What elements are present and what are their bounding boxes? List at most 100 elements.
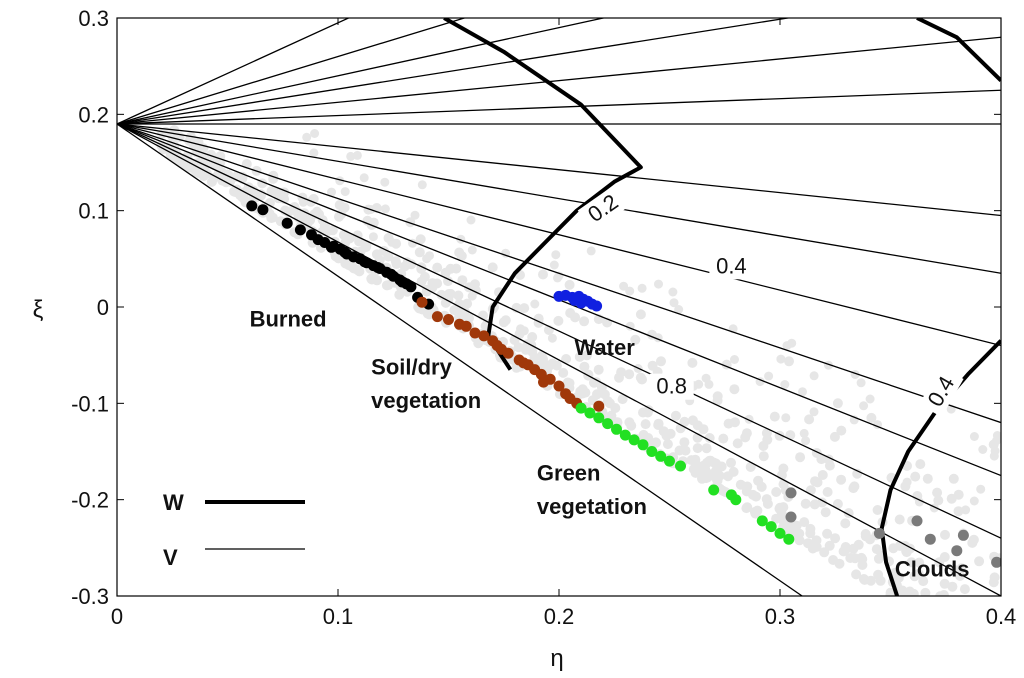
background-point: [619, 281, 629, 291]
data-point: [518, 357, 530, 369]
background-point: [871, 544, 882, 555]
background-point: [956, 634, 966, 644]
y-tick-label: -0.3: [71, 584, 109, 609]
background-point: [972, 642, 982, 652]
background-point: [593, 364, 604, 375]
y-tick-label: -0.1: [71, 391, 109, 416]
background-point: [544, 360, 555, 371]
background-point: [799, 428, 809, 438]
data-point: [281, 217, 293, 229]
background-point: [910, 606, 920, 616]
data-point: [924, 533, 936, 545]
background-point: [816, 454, 827, 465]
y-tick-label: -0.2: [71, 488, 109, 513]
background-point: [809, 371, 819, 381]
data-point: [991, 556, 1001, 568]
background-point: [551, 360, 562, 371]
background-point: [933, 495, 944, 506]
background-point: [206, 176, 217, 187]
contour-label: 0.8: [656, 374, 687, 399]
y-axis-label: ξ: [33, 296, 44, 323]
background-point: [662, 439, 673, 450]
background-point: [302, 132, 312, 142]
background-point: [856, 378, 866, 388]
data-point: [785, 511, 797, 523]
background-point: [778, 502, 789, 513]
data-point: [783, 533, 795, 545]
data-point: [708, 484, 720, 496]
background-point: [305, 196, 316, 207]
v-isoline-10: [117, 123, 1001, 424]
data-point: [628, 434, 640, 446]
background-point: [812, 477, 823, 488]
background-point: [298, 197, 308, 207]
background-point: [692, 443, 703, 454]
background-point: [255, 189, 266, 200]
data-point: [602, 418, 614, 430]
background-point: [538, 269, 548, 280]
data-point: [385, 268, 397, 280]
background-point: [466, 215, 476, 225]
background-point: [516, 324, 525, 334]
background-point: [334, 200, 345, 210]
data-point: [873, 527, 885, 539]
background-point: [473, 338, 484, 349]
data-point: [294, 224, 306, 236]
background-point: [202, 159, 213, 169]
background-point: [394, 289, 405, 300]
background-point: [547, 333, 557, 343]
background-point: [741, 503, 752, 514]
background-point: [938, 590, 949, 596]
background-point: [574, 351, 585, 362]
background-point: [661, 430, 672, 441]
background-point: [436, 289, 447, 300]
background-point: [680, 445, 691, 456]
background-point: [948, 473, 959, 484]
series-green-vegetation: [575, 402, 795, 545]
background-point: [616, 367, 627, 378]
data-series: [246, 200, 1001, 568]
background-point: [529, 352, 540, 363]
background-point: [964, 620, 974, 630]
background-point: [701, 443, 712, 454]
background-point: [762, 498, 773, 509]
background-point: [553, 315, 564, 326]
background-point: [267, 212, 278, 223]
v-isoline-4: [117, 36, 1001, 125]
background-point: [624, 417, 635, 428]
legend-label-v: V: [163, 545, 178, 570]
contour-label-bg: [577, 185, 629, 232]
background-point: [416, 264, 427, 274]
background-point: [918, 576, 929, 587]
background-point: [758, 441, 769, 451]
background-point: [383, 251, 394, 262]
background-point: [625, 286, 635, 296]
background-point: [920, 587, 931, 596]
background-point: [380, 204, 390, 214]
data-point: [637, 439, 649, 451]
background-point: [561, 354, 572, 364]
background-point: [745, 462, 756, 472]
series-soil-dry-vegetation: [416, 296, 605, 412]
background-point: [928, 608, 938, 618]
region-label: Green: [537, 460, 601, 485]
background-point: [904, 586, 915, 596]
background-point: [694, 379, 704, 389]
y-tick-label: 0.3: [78, 6, 109, 31]
background-point: [902, 599, 912, 609]
background-point: [467, 245, 477, 255]
data-point: [339, 246, 351, 258]
background-point: [940, 621, 950, 631]
data-point: [730, 494, 742, 506]
background-point: [359, 173, 369, 183]
background-point: [969, 496, 979, 506]
background-point: [650, 437, 661, 448]
background-point: [875, 575, 886, 586]
background-point: [845, 553, 856, 563]
background-point: [654, 279, 663, 289]
background-point: [679, 437, 690, 448]
background-point: [836, 425, 847, 436]
region-label: Burned: [250, 306, 327, 331]
data-point: [460, 320, 472, 332]
background-point: [941, 623, 951, 633]
